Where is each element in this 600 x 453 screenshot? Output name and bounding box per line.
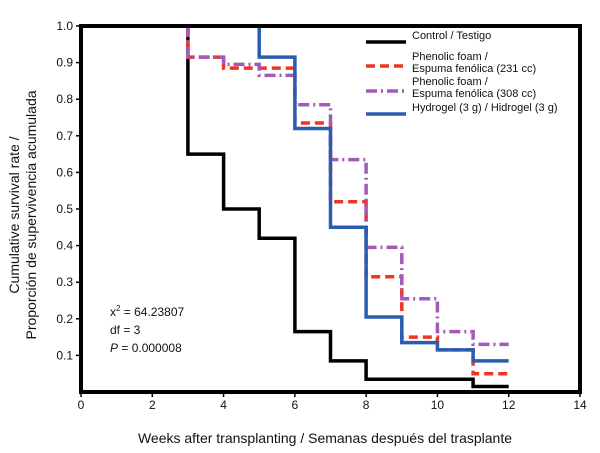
y-tick-label: 1.0 (56, 19, 73, 33)
y-tick-label: 0.2 (56, 312, 73, 326)
x-tick-label: 8 (363, 398, 370, 412)
x-tick-label: 2 (149, 398, 156, 412)
chi-square-stat: x2 = 64.23807 (110, 304, 185, 319)
chi-value: = 64.23807 (120, 305, 184, 319)
y-tick-label: 0.3 (56, 275, 73, 289)
y-tick-label: 0.9 (56, 56, 73, 70)
series-line-4 (257, 26, 509, 363)
legend-label-3: Phenolic foam / (412, 76, 489, 88)
chi-superscript: 2 (116, 304, 121, 313)
p-symbol: P (110, 341, 118, 355)
series-line-1 (186, 26, 509, 389)
x-tick-label: 6 (292, 398, 299, 412)
y-tick-label: 0.8 (56, 92, 73, 106)
df-stat: df = 3 (110, 323, 141, 337)
stats-annotation: x2 = 64.23807 df = 3 P = 0.000008 (110, 304, 185, 355)
x-tick-label: 4 (220, 398, 227, 412)
legend-label-2: Espuma fenólica (231 cc) (412, 63, 536, 75)
x-tick-label: 14 (573, 398, 587, 412)
x-tick-label: 0 (78, 398, 85, 412)
y-axis-label-line1: Cumulative survival rate / (6, 136, 22, 293)
p-value: = 0.000008 (118, 341, 182, 355)
legend-label-1: Control / Testigo (412, 30, 491, 42)
p-value-stat: P = 0.000008 (110, 341, 182, 355)
y-tick-label: 0.1 (56, 348, 73, 362)
y-tick-label: 0.6 (56, 165, 73, 179)
tick-layer: 0 2 4 6 8 10 12 14 0.1 0.2 0.3 0.4 0.5 0.6 0.7 0.8 0.9 1.… (56, 19, 587, 412)
legend-label-2: Phenolic foam / (412, 51, 489, 63)
x-tick-label: 10 (431, 398, 445, 412)
legend-label-4: Hydrogel (3 g) / Hidrogel (3 g) (412, 102, 558, 114)
y-axis-label: Cumulative survival rate / Proporción de… (6, 90, 39, 339)
y-tick-label: 0.4 (56, 239, 73, 253)
series-line-2 (186, 26, 509, 376)
x-axis-label: Weeks after transplanting / Semanas desp… (138, 430, 512, 446)
x-tick-label: 12 (502, 398, 516, 412)
y-tick-label: 0.5 (56, 202, 73, 216)
legend-label-3: Espuma fenólica (308 cc) (412, 88, 536, 100)
y-axis-label-line2: Proporción de supervivencia acumulada (23, 90, 39, 339)
series-layer (186, 26, 509, 389)
chi-symbol: x (110, 305, 116, 319)
y-tick-label: 0.7 (56, 129, 73, 143)
